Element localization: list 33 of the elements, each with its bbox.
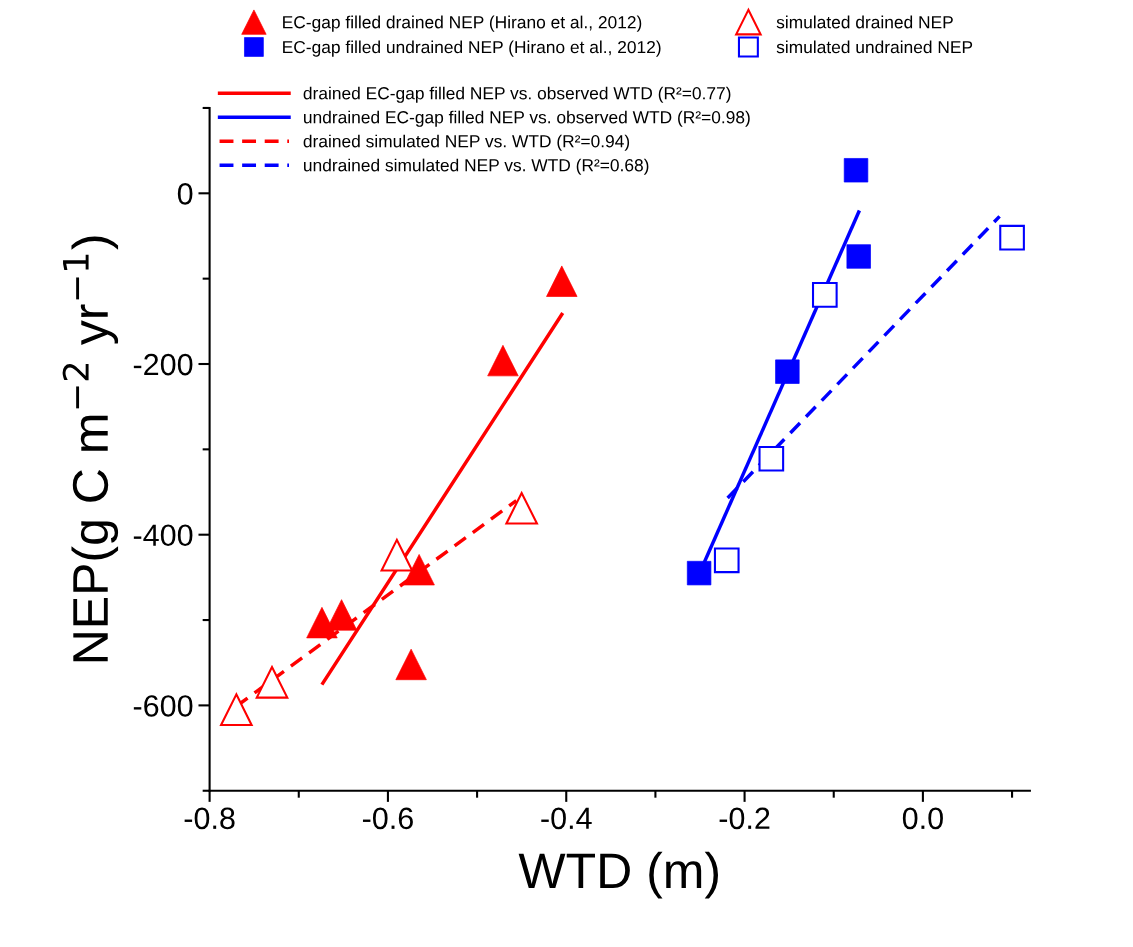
legend-label: undrained simulated NEP vs. WTD (R²=0.68) xyxy=(304,158,649,175)
legend-label: EC-gap filled undrained NEP (Hirano et al., 2012) xyxy=(283,40,661,57)
x-tick-label: 0.0 xyxy=(902,807,943,830)
x-axis-title: WTD (m) xyxy=(518,851,718,899)
point xyxy=(403,554,435,586)
y-tick-label: -400 xyxy=(133,524,193,547)
point xyxy=(758,445,785,472)
point xyxy=(999,224,1025,251)
x-tick-label: -0.4 xyxy=(541,807,592,830)
point xyxy=(775,359,800,384)
legend-label: undrained EC-gap filled NEP vs. observed WTD (R²=0.98) xyxy=(304,110,750,127)
y-tick-label: 0 xyxy=(177,183,193,205)
x-tick-label: -0.6 xyxy=(362,807,413,830)
point xyxy=(487,344,519,377)
legend-label: simulated undrained NEP xyxy=(776,40,973,54)
x-tick-label: -0.2 xyxy=(719,807,770,830)
y-tick-label: -200 xyxy=(133,353,193,376)
y-axis-title: NEP(g C m$^{−2}$ yr$^{−1}$) xyxy=(62,236,119,662)
x-tick-label: -0.8 xyxy=(184,807,235,830)
y-tick-label: -600 xyxy=(133,695,193,717)
legend-label: simulated drained NEP xyxy=(776,15,953,29)
point xyxy=(713,547,740,574)
point xyxy=(686,560,712,586)
point xyxy=(811,282,838,308)
legend-label: drained EC-gap filled NEP vs. observed WTD (R²=0.77) xyxy=(303,86,731,103)
point xyxy=(220,693,253,726)
legend-label: drained simulated NEP vs. WTD (R²=0.94) xyxy=(303,134,630,151)
point xyxy=(505,491,538,525)
point xyxy=(546,265,578,297)
point xyxy=(380,538,414,572)
point xyxy=(846,244,871,269)
point xyxy=(255,666,289,699)
legend-label: EC-gap filled drained NEP (Hirano et al., 2012) xyxy=(283,15,642,32)
